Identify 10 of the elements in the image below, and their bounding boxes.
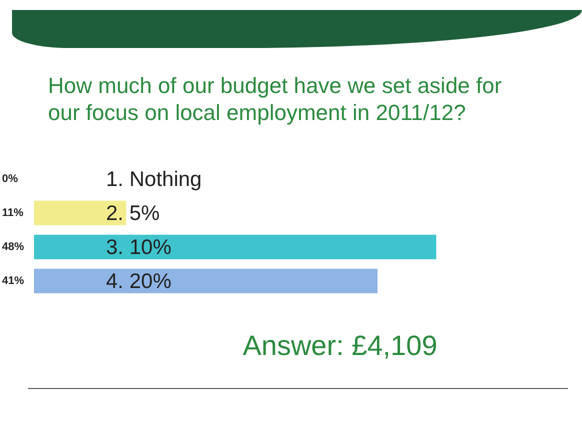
y-tick-label: 2. 5%	[106, 202, 160, 225]
chart-title: How much of our budget have we set aside for our focus on local employment in 2011/12?	[48, 72, 503, 126]
data-label: 0%	[2, 173, 18, 186]
data-label: 41%	[2, 275, 24, 288]
data-label: 11%	[2, 207, 24, 220]
y-tick-label: 3. 10%	[106, 236, 172, 259]
y-tick-label: 1. Nothing	[106, 168, 202, 191]
data-label: 48%	[2, 241, 24, 254]
text: Answer: £4,109	[242, 330, 438, 362]
y-tick-label: 4. 20%	[106, 270, 172, 293]
